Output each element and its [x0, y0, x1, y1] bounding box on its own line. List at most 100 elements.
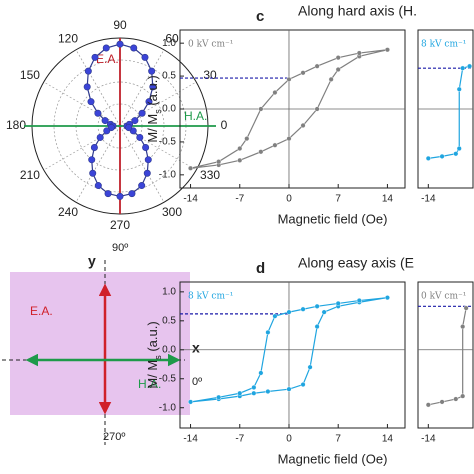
theta-tick-label: 210: [20, 168, 40, 182]
theta-tick-label: 120: [58, 32, 78, 46]
y-label-sub: s: [153, 355, 163, 360]
polar-point: [87, 98, 95, 106]
diagram-270: 270º: [103, 431, 125, 443]
loop-point: [188, 399, 194, 405]
loop-point: [300, 306, 306, 312]
panel-title: Along hard axis (H.: [298, 3, 417, 19]
panel-letter: d: [256, 260, 265, 277]
y-label-main: M/ M: [145, 360, 160, 389]
polar-spoke: [75, 125, 121, 203]
loop-point: [328, 76, 334, 82]
loop-point: [314, 324, 320, 330]
x-tick-label: 0: [286, 434, 292, 445]
series-label: 0 kV cm⁻¹: [188, 40, 233, 50]
polar-point: [89, 169, 97, 177]
x-tick-label: -14: [183, 194, 198, 205]
polar-point: [84, 67, 92, 75]
theta-tick-label: 0: [221, 118, 228, 132]
polar-point: [138, 109, 146, 117]
loop-point: [237, 390, 243, 396]
polar-point: [102, 44, 110, 52]
y-tick-label: 0.5: [162, 71, 176, 82]
loop-point: [188, 165, 194, 171]
loop-point: [237, 145, 243, 151]
theta-tick-label: 240: [58, 205, 78, 219]
x-tick-label: 7: [335, 194, 341, 205]
loop-point: [463, 305, 469, 311]
loop-point: [439, 399, 445, 405]
polar-spoke: [119, 125, 197, 171]
loop-point: [251, 390, 257, 396]
easy-axis-label: E.A.: [96, 52, 119, 66]
loop-point: [314, 63, 320, 69]
x-tick-label: -14: [421, 434, 436, 445]
panel-letter: c: [256, 8, 264, 25]
y-label-main: M/ M: [145, 114, 160, 143]
polar-point: [144, 156, 152, 164]
x-tick-label: -14: [421, 194, 436, 205]
y-tick-label: -0.5: [159, 373, 177, 384]
loop-point: [453, 151, 459, 157]
theta-tick-label: 300: [162, 205, 182, 219]
polar-spoke: [43, 125, 121, 171]
diagram-ha: H.A.: [138, 377, 161, 391]
loop-point: [460, 65, 466, 71]
loop-point: [251, 384, 257, 390]
loop-point: [286, 136, 292, 142]
y-label-unit: (a.u.): [145, 321, 160, 355]
y-tick-label: -1.0: [159, 169, 177, 180]
plot-frame: [179, 281, 406, 429]
y-tick-label: 0.0: [162, 104, 176, 115]
loop-point: [425, 402, 431, 408]
polar-spoke: [119, 49, 165, 127]
x-tick-label: 7: [335, 434, 341, 445]
y-axis-label: M/ Ms (a.u.): [145, 321, 163, 388]
loop-point: [272, 313, 278, 319]
loop-point: [237, 157, 243, 163]
diagram-x: x: [192, 340, 200, 356]
loop-point: [300, 70, 306, 76]
polar-point: [94, 109, 102, 117]
loop-point: [425, 155, 431, 161]
y-label-unit: (a.u.): [145, 75, 160, 109]
loop-point: [258, 106, 264, 112]
diagram-y: y: [88, 253, 96, 269]
polar-point: [83, 83, 91, 91]
loop-point: [356, 298, 362, 304]
x-tick-label: 14: [382, 194, 394, 205]
diagram-ea: E.A.: [30, 304, 53, 318]
polar-point: [116, 40, 124, 48]
x-axis-label: Magnetic field (Oe): [278, 451, 388, 466]
x-tick-label: -14: [183, 434, 198, 445]
x-tick-label: -7: [235, 434, 244, 445]
theta-tick-label: 330: [200, 168, 220, 182]
polar-point: [149, 83, 157, 91]
loop-point: [439, 153, 445, 159]
polar-spoke: [75, 49, 121, 127]
loop-point: [321, 309, 327, 315]
panel-title: Along easy axis (E: [298, 255, 414, 271]
theta-tick-label: 60: [165, 32, 179, 46]
polar-point: [104, 190, 112, 198]
loop-point: [460, 324, 466, 330]
loop-line: [428, 307, 467, 406]
loop-point: [384, 295, 390, 301]
loop-point: [300, 382, 306, 388]
loop-point: [265, 329, 271, 335]
polar-point: [141, 53, 149, 61]
polar-spoke: [119, 125, 165, 203]
loop-point: [258, 370, 264, 376]
y-tick-label: 0.0: [162, 344, 176, 355]
loop-point: [265, 389, 271, 395]
theta-tick-label: 180: [6, 118, 26, 132]
theta-tick-label: 90: [113, 18, 127, 32]
polar-point: [90, 143, 98, 151]
y-tick-label: 0.5: [162, 315, 176, 326]
y-tick-label: -1.0: [159, 402, 177, 413]
series-label: 8 kV cm⁻¹: [421, 40, 466, 50]
polar-point: [130, 44, 138, 52]
loop-point: [356, 50, 362, 56]
polar-point: [138, 182, 146, 190]
loop-point: [286, 386, 292, 392]
